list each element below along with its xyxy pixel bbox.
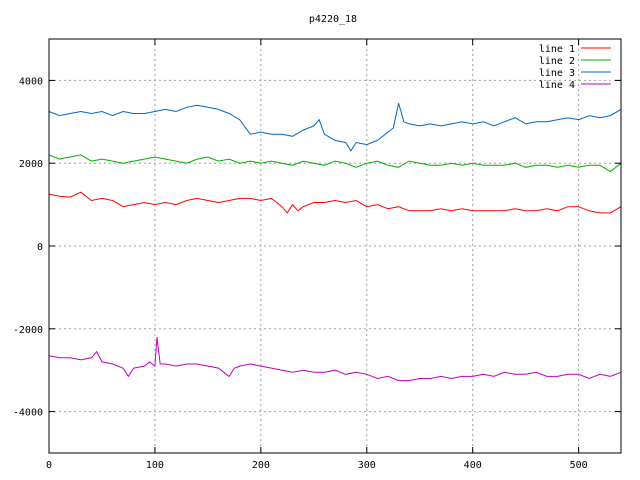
chart-title: p4220_18 [309,14,357,25]
x-tick-label: 500 [570,460,588,471]
y-tick-label: 2000 [19,159,43,170]
y-tick-label: -2000 [13,325,43,336]
x-tick-label: 300 [358,460,376,471]
legend-label-1: line 1 [539,44,575,55]
legend-label-4: line 4 [539,80,575,91]
x-tick-label: 0 [46,460,52,471]
series-line-1 [48,191,622,214]
y-tick-label: 4000 [19,76,43,87]
series-line-4 [48,337,622,382]
legend-label-2: line 2 [539,56,575,67]
y-tick-label: -4000 [13,408,43,419]
series-line-3 [48,103,622,152]
x-tick-label: 200 [252,460,270,471]
axis-ticks: 0 100 200 300 400 500 -4000 -2000 0 2000 4000 [13,39,621,471]
x-tick-label: 400 [464,460,482,471]
series-lines [48,103,622,382]
legend-label-3: line 3 [539,68,575,79]
y-tick-label: 0 [37,242,43,253]
series-line-2 [48,154,622,173]
x-tick-label: 100 [146,460,164,471]
grid [49,39,621,453]
